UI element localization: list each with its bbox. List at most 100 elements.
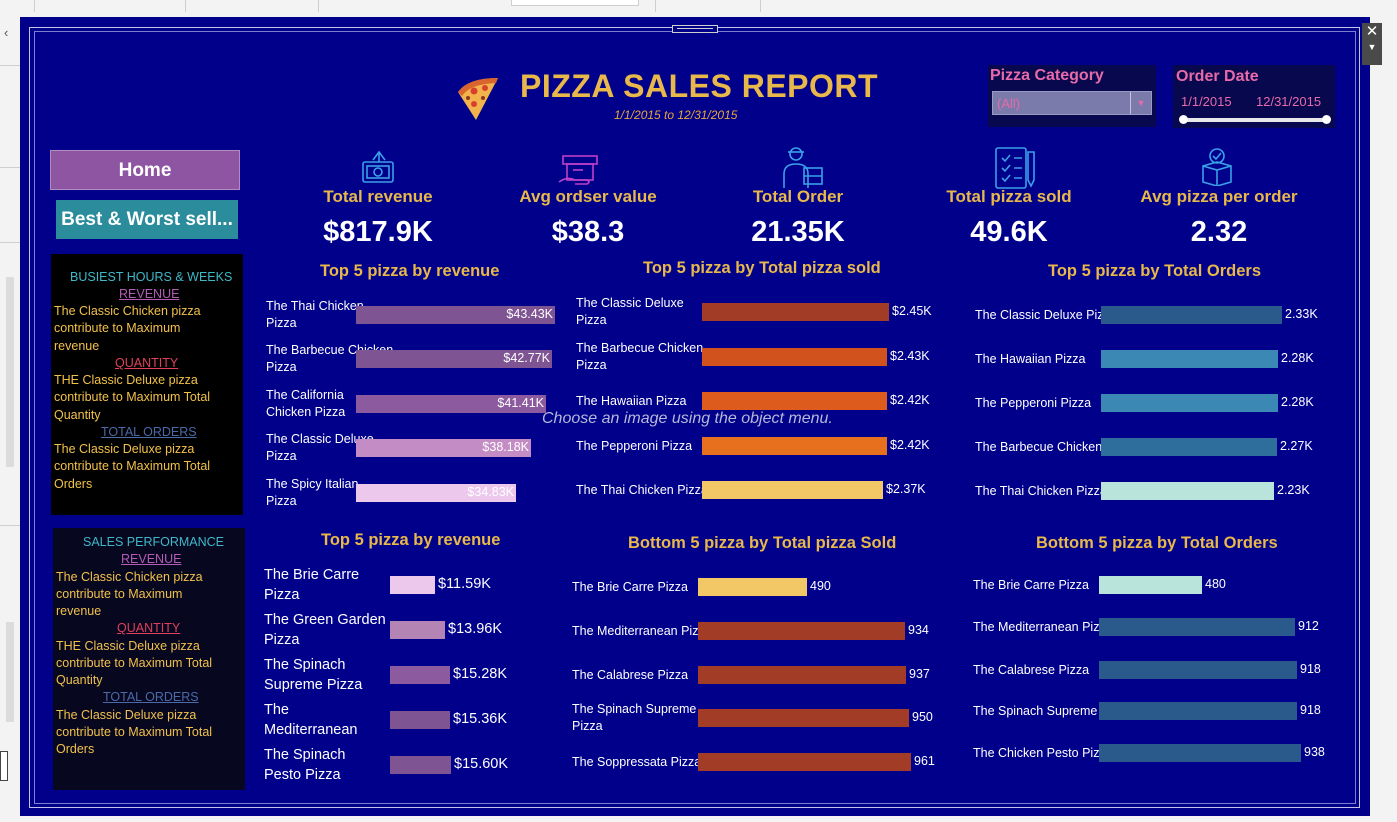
host-scroll-track[interactable] bbox=[6, 277, 14, 467]
drag-handle[interactable] bbox=[672, 25, 718, 33]
bar[interactable] bbox=[356, 306, 555, 324]
host-right-rail bbox=[1370, 17, 1397, 822]
sales-orders-heading: TOTAL ORDERS bbox=[103, 690, 199, 704]
bar-value-label: 912 bbox=[1298, 619, 1319, 633]
bar[interactable] bbox=[1101, 394, 1278, 412]
kpi-total-order-value: 21.35K bbox=[751, 216, 845, 248]
bar-value-label: 490 bbox=[810, 579, 831, 593]
bar-value-label: $38.18K bbox=[482, 440, 529, 454]
kpi-total-pizza-sold-label: Total pizza sold bbox=[946, 187, 1072, 206]
bar[interactable] bbox=[1099, 744, 1301, 762]
bar-value-label: $2.42K bbox=[890, 438, 930, 452]
bar-value-label: 938 bbox=[1304, 745, 1325, 759]
bar[interactable] bbox=[702, 348, 887, 366]
chart-top-revenue-title: Top 5 pizza by revenue bbox=[320, 262, 500, 280]
busiest-orders-line1: The Classic Deluxe pizza bbox=[54, 442, 195, 456]
bar[interactable] bbox=[1101, 482, 1274, 500]
sales-orders-line1: The Classic Deluxe pizza bbox=[56, 708, 197, 722]
chevron-left-icon[interactable]: ‹ bbox=[4, 25, 9, 40]
bar[interactable] bbox=[356, 439, 531, 457]
bar-label: The Thai Chicken Pizza bbox=[266, 299, 364, 330]
bar-label: The Spinach Supreme Pizza bbox=[973, 703, 1132, 718]
bar[interactable] bbox=[1101, 350, 1278, 368]
bar[interactable] bbox=[390, 576, 435, 594]
bar-label: The Mediterranean bbox=[264, 702, 358, 738]
bar-value-label: 961 bbox=[914, 754, 935, 768]
bar[interactable] bbox=[390, 711, 450, 729]
order-date-start: 1/1/2015 bbox=[1181, 94, 1232, 109]
bar-label: The Barbecue Chicken Pizza bbox=[975, 439, 1137, 454]
payment-box-icon bbox=[558, 155, 598, 185]
bar-label: The Classic Deluxe Pizza bbox=[576, 296, 684, 327]
sales-performance-panel: SALES PERFORMANCE REVENUE The Classic Ch… bbox=[53, 528, 245, 790]
kpi-total-revenue-label: Total revenue bbox=[323, 187, 433, 206]
busiest-revenue-line1: The Classic Chicken pizza bbox=[54, 304, 201, 318]
bar-value-label: $43.43K bbox=[506, 307, 553, 321]
bar-label: The Spicy Italian Pizza bbox=[266, 477, 359, 508]
bar[interactable] bbox=[698, 709, 909, 727]
order-date-slider-end-handle[interactable] bbox=[1322, 115, 1331, 124]
bar[interactable] bbox=[702, 392, 887, 410]
bar[interactable] bbox=[698, 578, 807, 596]
bar[interactable] bbox=[1101, 306, 1282, 324]
bar[interactable] bbox=[390, 621, 445, 639]
busiest-quantity-line3: Quantity bbox=[54, 408, 101, 422]
bar-value-label: 918 bbox=[1300, 662, 1321, 676]
bar[interactable] bbox=[702, 437, 887, 455]
bar[interactable] bbox=[1099, 661, 1297, 679]
order-date-slider-track[interactable] bbox=[1182, 118, 1329, 122]
busiest-revenue-heading: REVENUE bbox=[119, 287, 180, 301]
dropdown-arrow-icon[interactable]: ▼ bbox=[1367, 42, 1377, 52]
bar[interactable] bbox=[702, 481, 883, 499]
bar-value-label: 2.23K bbox=[1277, 483, 1310, 497]
bar-label: The Chicken Pesto Pizza bbox=[973, 745, 1113, 760]
home-button[interactable]: Home bbox=[50, 150, 240, 190]
chart-top-orders-title: Top 5 pizza by Total Orders bbox=[1048, 262, 1262, 280]
bar[interactable] bbox=[1099, 618, 1295, 636]
kpi-total-pizza-sold-value: 49.6K bbox=[970, 216, 1048, 248]
bar-value-label: 2.28K bbox=[1281, 395, 1314, 409]
bar-value-label: $42.77K bbox=[503, 351, 550, 365]
bar[interactable] bbox=[1099, 702, 1297, 720]
bar-value-label: 934 bbox=[908, 623, 929, 637]
host-toolbar-field[interactable] bbox=[511, 0, 639, 6]
bar-label: The Hawaiian Pizza bbox=[975, 351, 1086, 366]
bar[interactable] bbox=[356, 484, 516, 502]
bar-label: The Barbecue Chicken Pizza bbox=[576, 341, 704, 372]
host-left-box[interactable] bbox=[0, 751, 8, 781]
bar-value-label: $34.83K bbox=[467, 485, 514, 499]
bar[interactable] bbox=[1101, 438, 1277, 456]
bar[interactable] bbox=[698, 753, 911, 771]
host-bottom-bar bbox=[0, 812, 1397, 822]
bar[interactable] bbox=[1099, 576, 1202, 594]
kpi-total-order-label: Total Order bbox=[752, 187, 844, 206]
bar[interactable] bbox=[698, 622, 905, 640]
bar[interactable] bbox=[702, 303, 889, 321]
pizza-category-select[interactable]: (All) ▼ bbox=[992, 91, 1152, 115]
bar-value-label: $11.59K bbox=[438, 576, 491, 592]
close-panel-button[interactable]: ✕ ▼ bbox=[1362, 23, 1382, 65]
bar-value-label: $2.43K bbox=[890, 349, 930, 363]
bar-label: The Green Garden Pizza bbox=[264, 612, 386, 648]
bar-label: The Spinach Supreme Pizza bbox=[264, 657, 363, 693]
chevron-down-icon[interactable]: ▼ bbox=[1130, 92, 1151, 114]
bar-label: The Soppressata Pizza bbox=[572, 754, 702, 769]
bar[interactable] bbox=[698, 666, 906, 684]
best-worst-button[interactable]: Best & Worst sell... bbox=[56, 200, 238, 239]
bar[interactable] bbox=[356, 350, 552, 368]
bar-label: The Pepperoni Pizza bbox=[975, 395, 1092, 410]
bar-value-label: $15.60K bbox=[454, 756, 509, 772]
bar-label: The Thai Chicken Pizza bbox=[576, 482, 708, 497]
order-date-label: Order Date bbox=[1176, 68, 1259, 85]
order-date-slider-start-handle[interactable] bbox=[1179, 115, 1188, 124]
bar[interactable] bbox=[356, 395, 546, 413]
delivery-person-icon bbox=[783, 147, 823, 188]
bar[interactable] bbox=[390, 756, 451, 774]
busiest-quantity-line1: THE Classic Deluxe pizza bbox=[54, 373, 198, 387]
bar-label: The Brie Carre Pizza bbox=[572, 579, 689, 594]
checklist-icon bbox=[995, 147, 1035, 189]
close-icon[interactable]: ✕ bbox=[1365, 23, 1379, 40]
sales-revenue-line2: contribute to Maximum bbox=[56, 587, 183, 601]
busiest-orders-line3: Orders bbox=[54, 477, 93, 491]
bar[interactable] bbox=[390, 666, 450, 684]
